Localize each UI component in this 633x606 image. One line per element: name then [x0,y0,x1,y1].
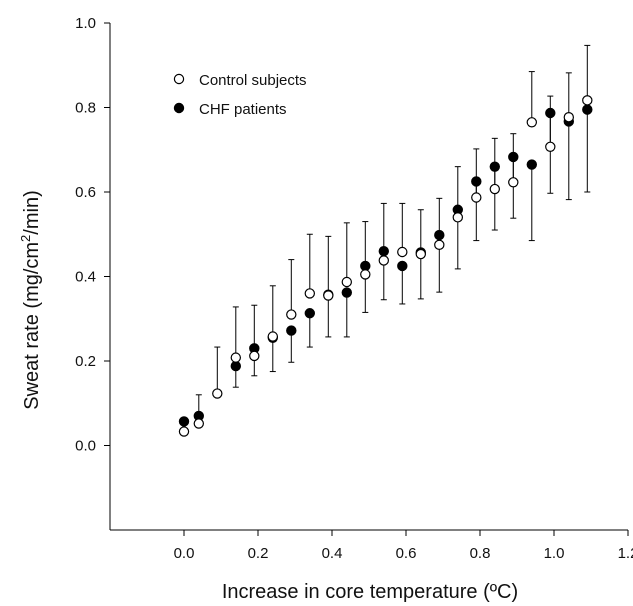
data-point-control-subjects [545,141,556,152]
data-point-control-subjects [397,246,408,258]
y-axis-title-superscript: 2 [18,235,33,242]
data-markers [178,95,593,437]
data-point-control-subjects [452,212,463,223]
y-axis-ticks: 0.0 0.2 0.4 0.6 0.8 1.0 [75,15,110,455]
data-point-control-subjects [360,269,371,280]
data-point-chf-patients [489,161,500,172]
legend-marker-control-subjects [173,73,185,85]
y-tick-label: 0.0 [75,438,96,455]
x-axis-title: Increase in core temperature (ºC) [222,581,518,603]
y-axis-title-tail: /min) [21,190,43,234]
y-tick-label: 0.8 [75,100,96,117]
data-point-control-subjects [304,288,315,299]
y-axis-title: Sweat rate (mg/cm2/min) [18,190,43,410]
data-point-control-subjects [267,331,278,342]
y-tick-label: 1.0 [75,15,96,32]
legend-marker-chf-patients [173,102,185,114]
data-point-control-subjects [230,352,241,363]
x-tick-label: 0.2 [248,545,269,562]
data-point-control-subjects [471,192,482,203]
data-point-chf-patients [526,159,538,170]
y-tick-label: 0.6 [75,184,96,201]
x-tick-label: 0.4 [322,545,343,562]
data-point-chf-patients [341,287,352,298]
legend: Control subjects CHF patients [173,72,307,118]
data-point-chf-patients [286,325,297,336]
data-point-chf-patients [230,360,241,372]
data-point-control-subjects [193,418,204,429]
data-point-chf-patients [360,260,371,272]
data-point-control-subjects [582,95,593,106]
data-point-chf-patients [378,245,389,257]
data-point-control-subjects [563,112,575,123]
x-axis-ticks: 0.0 0.2 0.4 0.6 0.8 1.0 1.2 [174,530,633,562]
data-point-control-subjects [178,426,190,437]
data-point-control-subjects [249,350,260,362]
x-tick-label: 0.8 [470,545,491,562]
y-tick-label: 0.2 [75,353,96,370]
data-point-control-subjects [508,177,519,188]
data-point-control-subjects [415,248,426,260]
data-point-chf-patients [582,104,593,115]
data-point-control-subjects [323,290,334,301]
data-point-control-subjects [526,117,538,128]
y-tick-label: 0.4 [75,269,96,286]
data-point-control-subjects [489,183,500,195]
data-point-chf-patients [508,151,519,163]
data-point-chf-patients [397,260,408,272]
data-point-control-subjects [286,309,297,320]
data-point-control-subjects [341,276,352,288]
data-point-chf-patients [304,308,315,319]
data-point-chf-patients [471,176,482,187]
data-point-control-subjects [434,239,445,251]
x-tick-label: 1.2 [618,545,633,562]
data-point-chf-patients [545,107,556,119]
data-point-chf-patients [178,416,190,427]
legend-label-chf-patients: CHF patients [199,101,287,118]
data-point-chf-patients [434,229,445,241]
x-tick-label: 0.6 [396,545,417,562]
data-point-control-subjects [378,255,389,266]
data-point-control-subjects [212,388,223,399]
x-tick-label: 1.0 [544,545,565,562]
x-tick-label: 0.0 [174,545,195,562]
legend-label-control-subjects: Control subjects [199,72,307,89]
y-axis-title-main: Sweat rate (mg/cm [21,242,43,410]
